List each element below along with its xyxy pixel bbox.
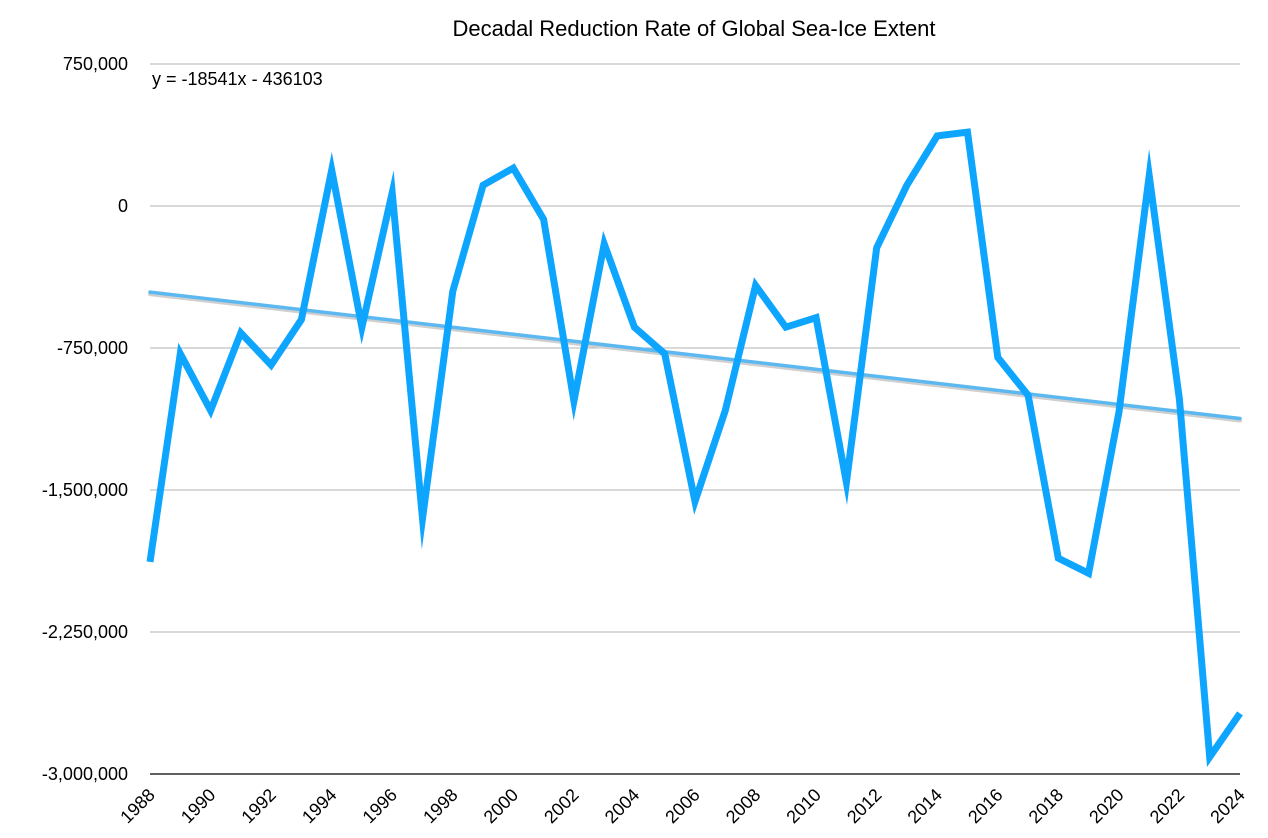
data-point <box>995 354 1001 360</box>
x-tick-label: 2004 <box>601 785 643 827</box>
data-point <box>177 351 183 357</box>
x-tick-label: 2014 <box>904 785 946 827</box>
data-point <box>1025 392 1031 398</box>
data-point <box>208 407 214 413</box>
x-tick-label: 1992 <box>237 785 279 827</box>
data-point <box>238 330 244 336</box>
trendline-equation: y = -18541x - 436103 <box>152 69 323 89</box>
data-point <box>965 129 971 135</box>
x-tick-label: 2008 <box>722 785 764 827</box>
x-axis-tick-labels: 1988 1990 1992 1994 1996 1998 2000 2002 2004 2006… <box>116 785 1248 827</box>
x-tick-label: 1996 <box>359 785 401 827</box>
data-point <box>934 133 940 139</box>
data-point <box>147 559 153 565</box>
trendline-group <box>148 290 1242 423</box>
trendline <box>148 290 1242 421</box>
y-tick-label: -2,250,000 <box>42 622 128 642</box>
data-point <box>1116 409 1122 415</box>
x-tick-label: 2012 <box>843 785 885 827</box>
series-group <box>146 128 1243 767</box>
y-tick-label: 0 <box>118 196 128 216</box>
y-axis-tick-labels: 750,000 0 -750,000 -1,500,000 -2,250,000 -3,0… <box>42 54 128 784</box>
data-point <box>1146 173 1152 179</box>
data-point <box>692 498 698 504</box>
data-point <box>722 407 728 413</box>
chart-title: Decadal Reduction Rate of Global Sea-Ice… <box>452 16 935 41</box>
x-tick-label: 2022 <box>1146 785 1188 827</box>
data-point <box>541 216 547 222</box>
x-tick-label: 2006 <box>661 785 703 827</box>
data-point <box>359 324 365 330</box>
data-point <box>1237 710 1243 716</box>
data-point <box>1086 570 1092 576</box>
data-point <box>813 315 819 321</box>
data-point <box>1176 396 1182 402</box>
data-point <box>450 288 456 294</box>
data-point <box>783 324 789 330</box>
data-point <box>571 398 577 404</box>
data-point <box>631 324 637 330</box>
data-point <box>662 351 668 357</box>
y-tick-label: 750,000 <box>63 54 128 74</box>
series-line <box>146 128 1243 767</box>
x-tick-label: 2016 <box>964 785 1006 827</box>
data-point <box>1207 754 1213 760</box>
data-point <box>329 167 335 173</box>
data-point <box>753 283 759 289</box>
x-tick-label: 1998 <box>419 785 461 827</box>
x-tick-label: 2024 <box>1206 785 1248 827</box>
data-point <box>601 241 607 247</box>
y-tick-label: -3,000,000 <box>42 764 128 784</box>
grid-lines <box>150 63 1240 775</box>
data-point <box>510 165 516 171</box>
x-tick-label: 2002 <box>540 785 582 827</box>
x-tick-label: 1988 <box>116 785 158 827</box>
data-point <box>298 317 304 323</box>
x-tick-label: 2020 <box>1085 785 1127 827</box>
data-point <box>268 362 274 368</box>
data-point <box>1055 555 1061 561</box>
data-point <box>480 182 486 188</box>
data-point <box>843 479 849 485</box>
data-point <box>389 190 395 196</box>
y-tick-label: -750,000 <box>57 338 128 358</box>
trendline-shadow <box>148 292 1242 423</box>
x-tick-label: 1990 <box>177 785 219 827</box>
data-point <box>904 182 910 188</box>
x-tick-label: 2000 <box>480 785 522 827</box>
y-tick-label: -1,500,000 <box>42 480 128 500</box>
x-tick-label: 2018 <box>1025 785 1067 827</box>
data-point <box>420 515 426 521</box>
x-tick-label: 2010 <box>782 785 824 827</box>
data-point <box>874 245 880 251</box>
x-tick-label: 1994 <box>298 785 340 827</box>
